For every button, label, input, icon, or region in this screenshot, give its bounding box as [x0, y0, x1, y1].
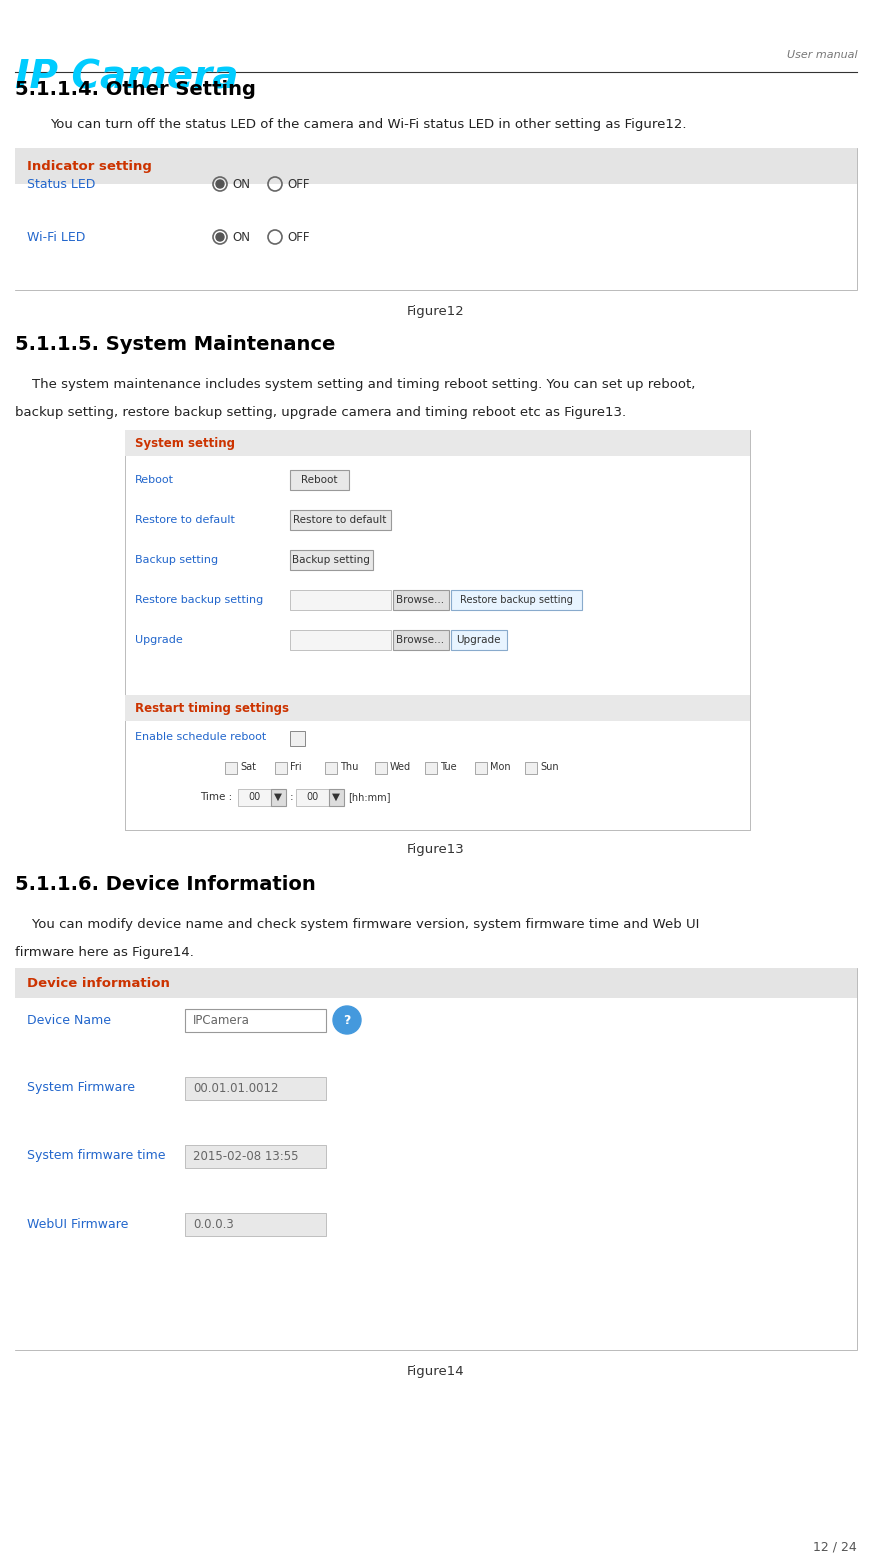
FancyBboxPatch shape: [474, 761, 487, 774]
Text: Reboot: Reboot: [301, 475, 337, 484]
FancyBboxPatch shape: [329, 788, 344, 805]
Text: You can modify device name and check system firmware version, system firmware ti: You can modify device name and check sys…: [15, 919, 699, 931]
Text: Browse...: Browse...: [397, 635, 445, 645]
FancyBboxPatch shape: [125, 430, 750, 456]
FancyBboxPatch shape: [15, 184, 857, 290]
Text: 00: 00: [306, 793, 318, 802]
Text: Figure12: Figure12: [407, 305, 465, 318]
Circle shape: [216, 234, 224, 241]
Text: Wi-Fi LED: Wi-Fi LED: [27, 230, 85, 243]
Text: Thu: Thu: [340, 761, 358, 772]
Text: backup setting, restore backup setting, upgrade camera and timing reboot etc as : backup setting, restore backup setting, …: [15, 406, 626, 419]
FancyBboxPatch shape: [392, 631, 448, 649]
FancyBboxPatch shape: [15, 968, 857, 998]
Text: IP Camera: IP Camera: [15, 58, 239, 97]
FancyBboxPatch shape: [125, 694, 750, 721]
Text: 5.1.1.4. Other Setting: 5.1.1.4. Other Setting: [15, 79, 255, 100]
Text: Device information: Device information: [27, 976, 170, 990]
Text: :: :: [290, 793, 294, 802]
Text: 2015-02-08 13:55: 2015-02-08 13:55: [193, 1149, 298, 1163]
Text: 5.1.1.5. System Maintenance: 5.1.1.5. System Maintenance: [15, 335, 336, 353]
FancyBboxPatch shape: [237, 788, 271, 805]
FancyBboxPatch shape: [525, 761, 537, 774]
FancyBboxPatch shape: [425, 761, 437, 774]
Text: Wed: Wed: [390, 761, 411, 772]
Circle shape: [216, 181, 224, 188]
Text: Restart timing settings: Restart timing settings: [135, 702, 289, 715]
Text: Enable schedule reboot: Enable schedule reboot: [135, 732, 266, 743]
Text: ON: ON: [232, 230, 250, 243]
Text: Upgrade: Upgrade: [135, 635, 183, 645]
Text: Mon: Mon: [490, 761, 511, 772]
Text: ▼: ▼: [274, 793, 282, 802]
Text: 00: 00: [248, 793, 260, 802]
Text: User manual: User manual: [787, 50, 858, 61]
Text: System setting: System setting: [135, 436, 235, 450]
FancyBboxPatch shape: [15, 968, 857, 1350]
Text: Backup setting: Backup setting: [292, 554, 370, 565]
Text: OFF: OFF: [287, 230, 310, 243]
Text: Sat: Sat: [240, 761, 256, 772]
FancyBboxPatch shape: [290, 511, 391, 529]
Text: OFF: OFF: [287, 177, 310, 190]
Text: ▼: ▼: [332, 793, 340, 802]
Text: Reboot: Reboot: [135, 475, 174, 484]
Text: 00.01.01.0012: 00.01.01.0012: [193, 1082, 278, 1095]
Text: WebUI Firmware: WebUI Firmware: [27, 1218, 128, 1230]
FancyBboxPatch shape: [225, 761, 237, 774]
Text: Restore backup setting: Restore backup setting: [135, 595, 263, 606]
Text: Status LED: Status LED: [27, 177, 95, 190]
FancyBboxPatch shape: [451, 590, 582, 610]
Text: Tue: Tue: [440, 761, 457, 772]
FancyBboxPatch shape: [392, 590, 448, 610]
Text: 12 / 24: 12 / 24: [814, 1540, 857, 1552]
Circle shape: [333, 1006, 361, 1034]
Text: Device Name: Device Name: [27, 1014, 111, 1026]
Text: ?: ?: [344, 1014, 351, 1026]
FancyBboxPatch shape: [375, 761, 387, 774]
FancyBboxPatch shape: [125, 430, 750, 830]
Text: IPCamera: IPCamera: [193, 1014, 250, 1026]
FancyBboxPatch shape: [185, 1213, 325, 1236]
Text: Fri: Fri: [290, 761, 302, 772]
Text: 0.0.0.3: 0.0.0.3: [193, 1218, 234, 1230]
FancyBboxPatch shape: [290, 730, 304, 746]
Text: Sun: Sun: [540, 761, 559, 772]
Text: The system maintenance includes system setting and timing reboot setting. You ca: The system maintenance includes system s…: [15, 378, 695, 391]
Text: 5.1.1.6. Device Information: 5.1.1.6. Device Information: [15, 875, 316, 894]
FancyBboxPatch shape: [290, 470, 349, 490]
Text: Figure13: Figure13: [407, 842, 465, 856]
FancyBboxPatch shape: [15, 998, 857, 1350]
Text: ON: ON: [232, 177, 250, 190]
Text: Restore to default: Restore to default: [293, 515, 386, 525]
Text: [hh:mm]: [hh:mm]: [348, 793, 391, 802]
Text: System Firmware: System Firmware: [27, 1082, 135, 1095]
FancyBboxPatch shape: [290, 550, 372, 570]
Text: Restore to default: Restore to default: [135, 515, 235, 525]
FancyBboxPatch shape: [125, 694, 750, 830]
Text: Backup setting: Backup setting: [135, 554, 218, 565]
FancyBboxPatch shape: [270, 788, 285, 805]
Text: You can turn off the status LED of the camera and Wi-Fi status LED in other sett: You can turn off the status LED of the c…: [50, 118, 686, 131]
FancyBboxPatch shape: [296, 788, 330, 805]
Text: Browse...: Browse...: [397, 595, 445, 606]
Text: System firmware time: System firmware time: [27, 1149, 166, 1163]
Text: Restore backup setting: Restore backup setting: [460, 595, 572, 606]
FancyBboxPatch shape: [185, 1144, 325, 1168]
FancyBboxPatch shape: [15, 148, 857, 290]
Text: firmware here as Figure14.: firmware here as Figure14.: [15, 947, 194, 959]
Text: Upgrade: Upgrade: [456, 635, 501, 645]
FancyBboxPatch shape: [15, 148, 857, 184]
FancyBboxPatch shape: [290, 590, 391, 610]
FancyBboxPatch shape: [185, 1009, 325, 1031]
FancyBboxPatch shape: [324, 761, 337, 774]
FancyBboxPatch shape: [275, 761, 287, 774]
Text: Indicator setting: Indicator setting: [27, 159, 152, 173]
FancyBboxPatch shape: [451, 631, 507, 649]
Text: Time :: Time :: [200, 793, 232, 802]
FancyBboxPatch shape: [185, 1076, 325, 1099]
FancyBboxPatch shape: [290, 631, 391, 649]
Text: Figure14: Figure14: [407, 1365, 465, 1378]
